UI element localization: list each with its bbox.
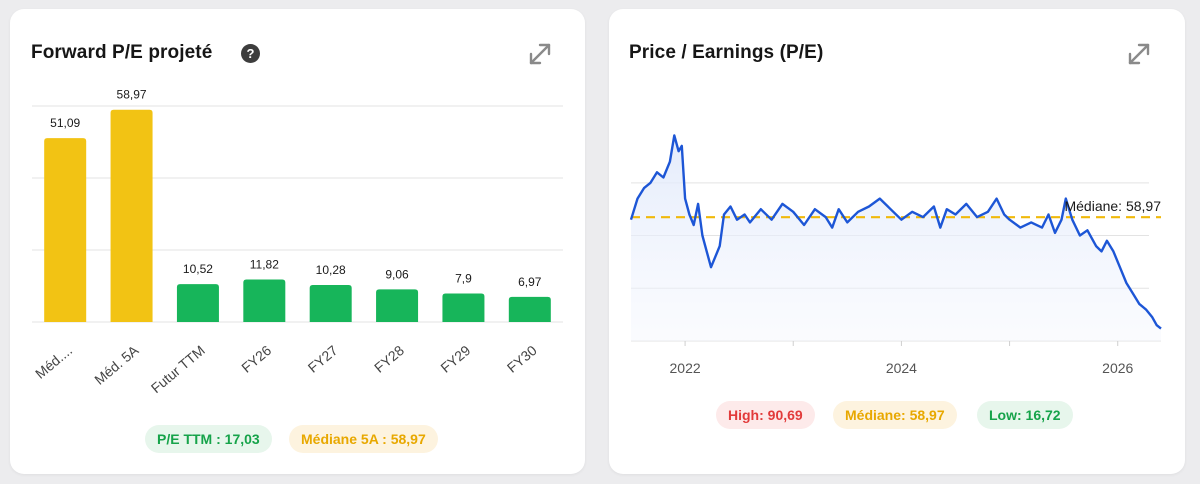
bar-value-label: 58,97: [117, 88, 147, 102]
bar-3[interactable]: [176, 284, 219, 322]
median-5a-pill: Médiane 5A : 58,97: [289, 425, 438, 453]
forward-pe-card: Forward P/E projeté ? 51,09 58,97 10,52 11,…: [10, 9, 585, 474]
forward-pe-title: Forward P/E projeté: [31, 42, 213, 63]
bar-value-label: 6,97: [518, 275, 542, 289]
category-label: FY28: [371, 342, 407, 376]
bar-value-label: 7,9: [455, 272, 472, 286]
bar-value-label: 10,28: [316, 263, 346, 277]
x-tick-label: 2024: [886, 360, 917, 376]
category-label: Méd....: [32, 342, 75, 382]
x-tick-label: 2022: [670, 360, 701, 376]
help-circle-icon[interactable]: ?: [241, 44, 260, 63]
pe-ttm-pill: P/E TTM : 17,03: [145, 425, 272, 453]
bar-value-label: 11,82: [250, 257, 279, 271]
bar-2[interactable]: [110, 109, 153, 322]
forward-pe-bar-chart: 51,09 58,97 10,52 11,82 10,28 9,06 7,9 6,97 Méd…: [32, 88, 563, 396]
category-label: FY29: [437, 342, 473, 376]
median-pill: Médiane: 58,97: [833, 401, 957, 429]
expand-icon[interactable]: [1126, 41, 1152, 67]
pe-line-chart: Médiane: 58,97 2022 2024 2026: [629, 134, 1162, 376]
bar-value-label: 51,09: [50, 116, 80, 130]
bar-6[interactable]: [376, 289, 419, 322]
category-label: Méd. 5A: [91, 342, 142, 388]
low-pill: Low: 16,72: [977, 401, 1073, 429]
high-pill: High: 90,69: [716, 401, 815, 429]
category-label: Futur TTM: [148, 342, 208, 396]
bar-8[interactable]: [508, 296, 551, 322]
bar-1[interactable]: [44, 138, 87, 322]
median-label: Médiane: 58,97: [1064, 198, 1161, 214]
price-earnings-card: Price / Earnings (P/E) Médiane: 58,97 20…: [609, 9, 1185, 474]
category-label: FY27: [305, 342, 341, 376]
bar-4[interactable]: [243, 279, 286, 322]
pe-area-fill: [631, 135, 1161, 341]
x-tick-label: 2026: [1102, 360, 1133, 376]
bar-5[interactable]: [309, 284, 352, 322]
bar-7[interactable]: [442, 293, 485, 322]
bar-value-label: 9,06: [385, 267, 409, 281]
price-earnings-title: Price / Earnings (P/E): [629, 42, 824, 63]
bar-value-label: 10,52: [183, 262, 213, 276]
pe-series-line: [629, 134, 1162, 330]
expand-icon[interactable]: [527, 41, 553, 67]
category-label: FY30: [504, 342, 540, 376]
category-label: FY26: [238, 342, 274, 376]
